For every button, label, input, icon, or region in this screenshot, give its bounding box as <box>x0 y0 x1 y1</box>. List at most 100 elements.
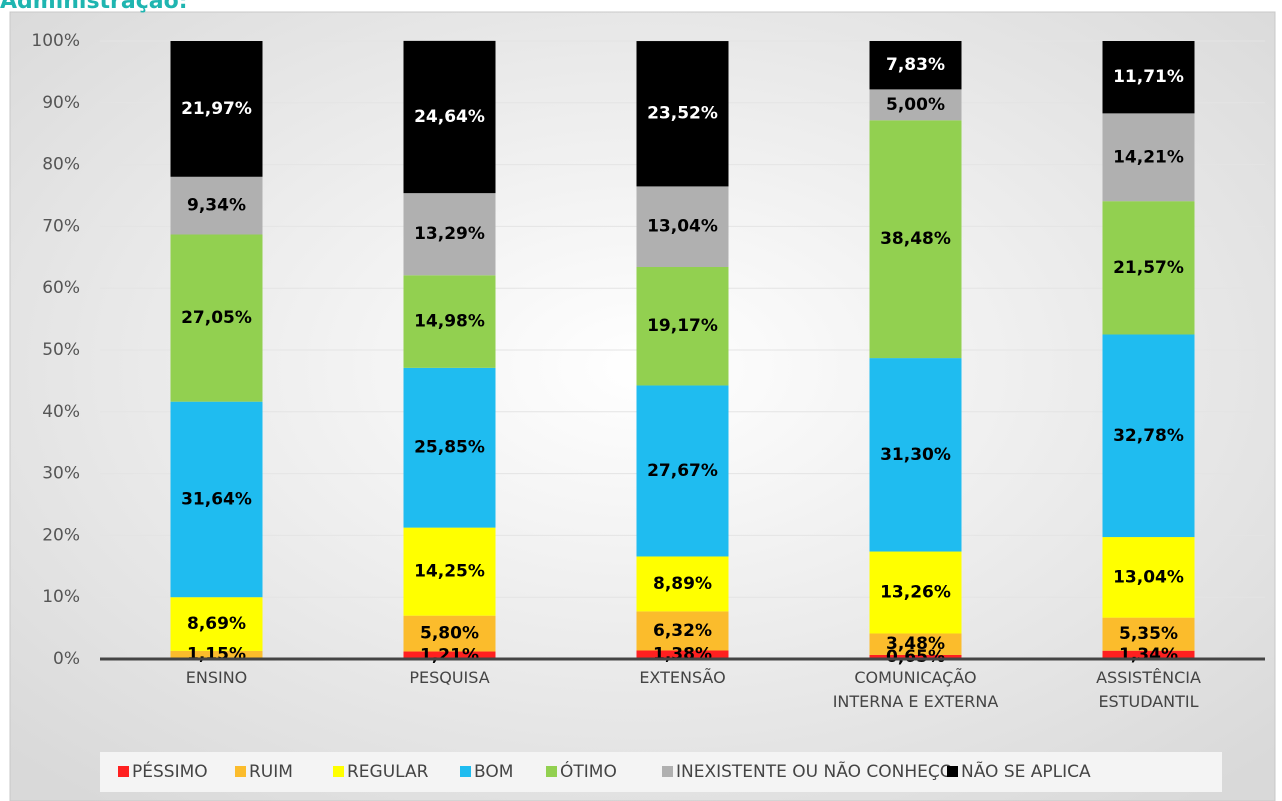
data-label: 21,97% <box>181 99 252 119</box>
data-label: 1,38% <box>653 645 712 665</box>
legend-label: BOM <box>474 762 513 782</box>
x-tick-label: ENSINO <box>185 668 248 687</box>
bar-segment <box>869 551 962 634</box>
data-label: 6,32% <box>653 621 712 641</box>
bar-segment <box>869 358 962 552</box>
data-label: 13,29% <box>414 224 485 244</box>
data-label: 14,25% <box>414 562 485 582</box>
data-label: 14,21% <box>1113 147 1184 167</box>
data-label: 1,21% <box>420 645 479 665</box>
data-label: 1,15% <box>187 644 246 664</box>
bar-segment <box>170 41 263 177</box>
data-label: 7,83% <box>886 55 945 75</box>
bar-segment <box>170 401 263 598</box>
bar-segment <box>403 193 496 276</box>
bar-segment <box>170 234 263 402</box>
data-label: 32,78% <box>1113 426 1184 446</box>
data-label: 13,04% <box>1113 567 1184 587</box>
y-tick-label: 80% <box>42 155 80 175</box>
data-label: 27,67% <box>647 461 718 481</box>
y-tick-label: 70% <box>42 216 80 236</box>
legend-label: REGULAR <box>347 762 429 782</box>
legend-swatch <box>333 766 344 777</box>
data-label: 14,98% <box>414 312 485 332</box>
bar-segment <box>869 41 962 90</box>
legend-label: INEXISTENTE OU NÃO CONHEÇO <box>676 760 953 782</box>
data-label: 5,35% <box>1119 624 1178 644</box>
data-label: 0,65% <box>886 647 945 667</box>
y-tick-label: 10% <box>42 587 80 607</box>
bar-segment <box>869 120 962 359</box>
legend-label: ÓTIMO <box>560 760 617 782</box>
data-label: 11,71% <box>1113 67 1184 87</box>
data-label: 23,52% <box>647 104 718 124</box>
bar-segment <box>1102 41 1195 114</box>
bar-segment <box>1102 617 1195 651</box>
bar-segment <box>636 267 729 386</box>
data-label: 25,85% <box>414 438 485 458</box>
data-label: 13,04% <box>647 217 718 237</box>
y-tick-label: 60% <box>42 278 80 298</box>
bar-segment <box>403 275 496 368</box>
bar-segment <box>1102 334 1195 538</box>
bar-segment <box>869 633 962 655</box>
bar-segment <box>403 367 496 528</box>
data-label: 8,69% <box>187 614 246 634</box>
legend-swatch <box>118 766 129 777</box>
bar-segment <box>170 597 263 651</box>
data-label: 27,05% <box>181 308 252 328</box>
bar-segment <box>403 527 496 616</box>
data-label: 5,00% <box>886 95 945 115</box>
y-tick-label: 100% <box>31 31 80 51</box>
bar-segment <box>636 556 729 612</box>
x-tick-label: ASSISTÊNCIA ESTUDANTIL <box>1096 668 1201 711</box>
data-label: 31,30% <box>880 445 951 465</box>
bar-segment <box>636 650 729 659</box>
data-label: 9,34% <box>187 196 246 216</box>
y-tick-label: 90% <box>42 93 80 113</box>
bar-segment <box>1102 537 1195 618</box>
data-label: 31,64% <box>181 489 252 509</box>
y-tick-label: 20% <box>42 525 80 545</box>
bar-segment <box>403 651 496 659</box>
data-label: 38,48% <box>880 229 951 249</box>
y-tick-label: 0% <box>53 649 80 669</box>
legend-swatch <box>662 766 673 777</box>
bar-segment <box>636 385 729 557</box>
bar-segment <box>1102 113 1195 202</box>
legend-label: NÃO SE APLICA <box>961 760 1091 782</box>
legend-swatch <box>460 766 471 777</box>
legend-box <box>100 752 1222 792</box>
bar-segment <box>1102 201 1195 335</box>
x-tick-label: EXTENSÃO <box>639 668 726 687</box>
data-label: 21,57% <box>1113 258 1184 278</box>
bar-segment <box>636 41 729 187</box>
legend-label: RUIM <box>249 762 293 782</box>
bar-segment <box>403 40 496 194</box>
data-label: 13,26% <box>880 583 951 603</box>
data-label: 3,48% <box>886 634 945 654</box>
legend-swatch <box>947 766 958 777</box>
y-tick-label: 40% <box>42 402 80 422</box>
legend-swatch <box>546 766 557 777</box>
bar-segment <box>869 654 962 659</box>
bar-segment <box>170 176 263 235</box>
y-tick-label: 30% <box>42 464 80 484</box>
bar-segment <box>869 89 962 121</box>
bar-segment <box>403 615 496 652</box>
x-tick-label: PESQUISA <box>409 668 490 687</box>
bar-segment <box>170 650 263 659</box>
data-label: 5,80% <box>420 624 479 644</box>
legend-swatch <box>235 766 246 777</box>
legend-label: PÉSSIMO <box>132 760 208 782</box>
data-label: 8,89% <box>653 574 712 594</box>
data-label: 24,64% <box>414 107 485 127</box>
bar-segment <box>1102 650 1195 659</box>
x-tick-label: COMUNICAÇÃO INTERNA E EXTERNA <box>832 668 999 711</box>
bar-segment <box>636 186 729 268</box>
chart-title: Administração: <box>0 0 188 14</box>
y-tick-label: 50% <box>42 340 80 360</box>
data-label: 19,17% <box>647 316 718 336</box>
